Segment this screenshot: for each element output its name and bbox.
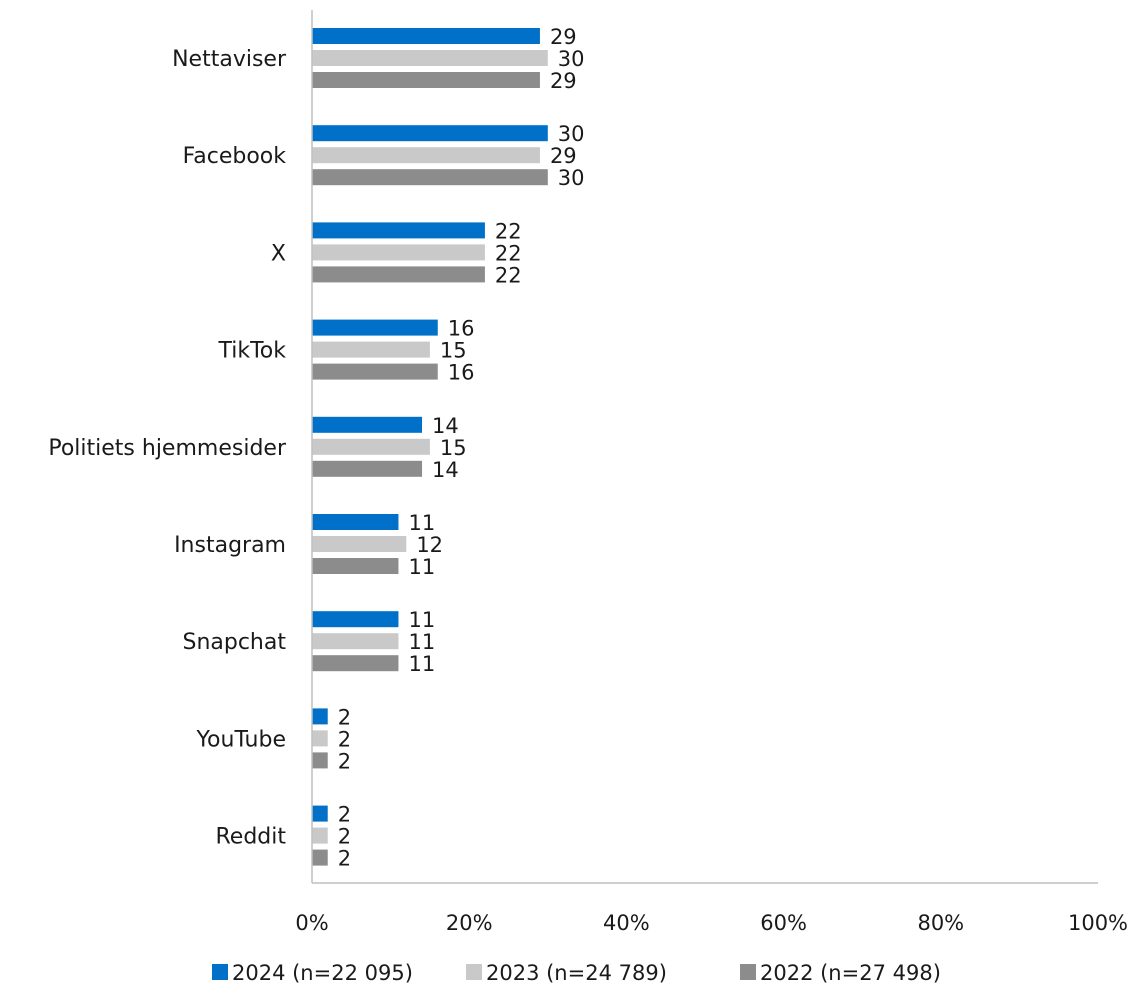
bar-4-0 [312,416,423,433]
value-label-0-0: 29 [550,25,577,49]
category-label-3: TikTok [217,339,286,364]
bar-2-0 [312,222,485,239]
bar-7-2 [312,752,328,769]
value-label-7-0: 2 [338,705,351,729]
value-label-4-2: 14 [432,458,459,482]
bar-8-2 [312,849,328,866]
category-label-1: Facebook [183,144,287,169]
value-label-2-2: 22 [495,263,522,287]
category-label-5: Instagram [174,533,286,558]
bar-8-0 [312,805,328,822]
category-label-4: Politiets hjemmesider [48,436,287,461]
value-label-1-0: 30 [558,122,585,146]
value-label-3-0: 16 [448,317,475,341]
bar-1-2 [312,169,548,186]
bar-0-2 [312,72,540,88]
bar-7-0 [312,708,328,725]
value-label-3-1: 15 [440,339,467,363]
bar-6-1 [312,633,399,650]
legend-swatch-0 [212,964,228,980]
legend-label-1: 2023 (n=24 789) [486,961,667,985]
bar-2-2 [312,266,485,283]
value-label-4-0: 14 [432,414,459,438]
value-label-2-1: 22 [495,241,522,265]
value-label-6-1: 11 [408,630,435,654]
legend: 2024 (n=22 095) 2023 (n=24 789) 2022 (n=27… [212,961,941,985]
bar-5-2 [312,558,399,574]
category-label-2: X [271,241,286,266]
value-label-6-0: 11 [408,608,435,632]
value-label-2-0: 22 [495,219,522,243]
x-tick-label-5: 100% [1068,911,1128,935]
value-label-5-2: 11 [408,555,435,579]
bar-0-0 [312,28,540,44]
bar-8-1 [312,827,328,844]
x-tick-label-4: 80% [917,911,964,935]
x-tick-label-3: 60% [760,911,807,935]
value-label-8-1: 2 [338,825,351,849]
x-tick-labels: 0% 20% 40% 60% 80% 100% [295,911,1128,935]
category-label-6: Snapchat [182,630,286,655]
bar-0-1 [312,50,548,66]
axes [311,10,1098,884]
value-label-1-1: 29 [550,144,577,168]
value-label-1-2: 30 [558,166,585,190]
bar-3-1 [312,341,430,358]
bar-6-2 [312,655,399,672]
value-label-0-2: 29 [550,69,577,93]
bar-4-1 [312,438,430,455]
bar-5-0 [312,514,399,530]
x-tick-label-1: 20% [446,911,493,935]
category-label-8: Reddit [215,825,286,850]
value-label-5-1: 12 [416,533,443,557]
bar-4-2 [312,460,423,477]
bars-group [312,28,548,866]
value-label-8-2: 2 [338,847,351,871]
value-label-8-0: 2 [338,803,351,827]
legend-label-2: 2022 (n=27 498) [760,961,941,985]
category-label-7: YouTube [196,727,286,752]
value-label-7-1: 2 [338,727,351,751]
value-labels: 2930293029302222221615161415141112111111… [338,25,585,871]
category-label-0: Nettaviser [172,47,287,72]
legend-swatch-1 [466,964,482,980]
legend-label-0: 2024 (n=22 095) [232,961,413,985]
category-labels: Nettaviser Facebook X TikTok Politiets hjemm… [48,47,287,850]
legend-swatch-2 [740,964,756,980]
value-label-0-1: 30 [558,47,585,71]
bar-1-0 [312,125,548,142]
value-label-4-1: 15 [440,436,467,460]
bar-5-1 [312,536,407,552]
bar-1-1 [312,147,540,164]
value-label-7-2: 2 [338,749,351,773]
value-label-3-2: 16 [448,361,475,385]
bar-7-1 [312,730,328,747]
bar-3-2 [312,363,438,380]
bar-2-1 [312,244,485,261]
x-tick-label-2: 40% [603,911,650,935]
bar-6-0 [312,611,399,628]
value-label-5-0: 11 [408,511,435,535]
value-label-6-2: 11 [408,652,435,676]
bar-3-0 [312,319,438,336]
x-tick-label-0: 0% [295,911,328,935]
